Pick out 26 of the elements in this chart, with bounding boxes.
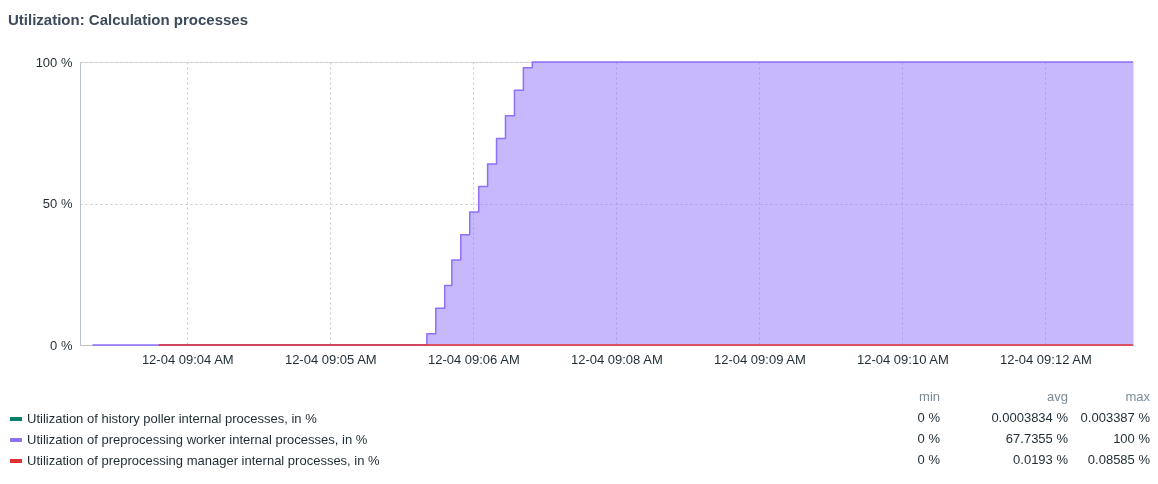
x-tick-label: 12-04 09:08 AM	[570, 351, 663, 367]
x-tick-label: 12-04 09:09 AM	[713, 351, 806, 367]
text: 67.7355 %	[1005, 431, 1069, 446]
text: 0 %	[917, 452, 941, 467]
legend-label: Utilization of history poller internal processes, in %	[27, 411, 318, 426]
text: 0.0193 %	[1013, 452, 1069, 467]
text: min	[919, 389, 940, 404]
y-tick-label: 100 %	[35, 54, 73, 70]
text: max	[1125, 389, 1151, 404]
text: 100 %	[1113, 431, 1151, 446]
text: 0.003387 %	[1080, 410, 1151, 425]
legend-label: Utilization of preprocessing worker internal processes, in %	[27, 432, 368, 447]
x-tick-label: 12-04 09:05 AM	[284, 351, 377, 367]
text: 0.0003834 %	[991, 410, 1069, 425]
y-tick-label: 50 %	[42, 196, 73, 211]
x-tick-label: 12-04 09:04 AM	[141, 351, 234, 367]
x-tick-label: 12-04 09:12 AM	[1000, 351, 1092, 367]
legend-label: Utilization of preprocessing manager internal processes, in %	[27, 453, 381, 468]
text: 0 %	[917, 431, 941, 446]
x-tick-label: 12-04 09:06 AM	[427, 351, 520, 367]
text: 0.08585 %	[1087, 452, 1151, 467]
text: avg	[1047, 389, 1068, 404]
x-tick-label: 12-04 09:10 AM	[856, 351, 949, 367]
text: 0 %	[917, 410, 941, 425]
y-tick-label: 0 %	[50, 337, 73, 353]
chart-title: Utilization: Calculation processes	[8, 11, 249, 28]
